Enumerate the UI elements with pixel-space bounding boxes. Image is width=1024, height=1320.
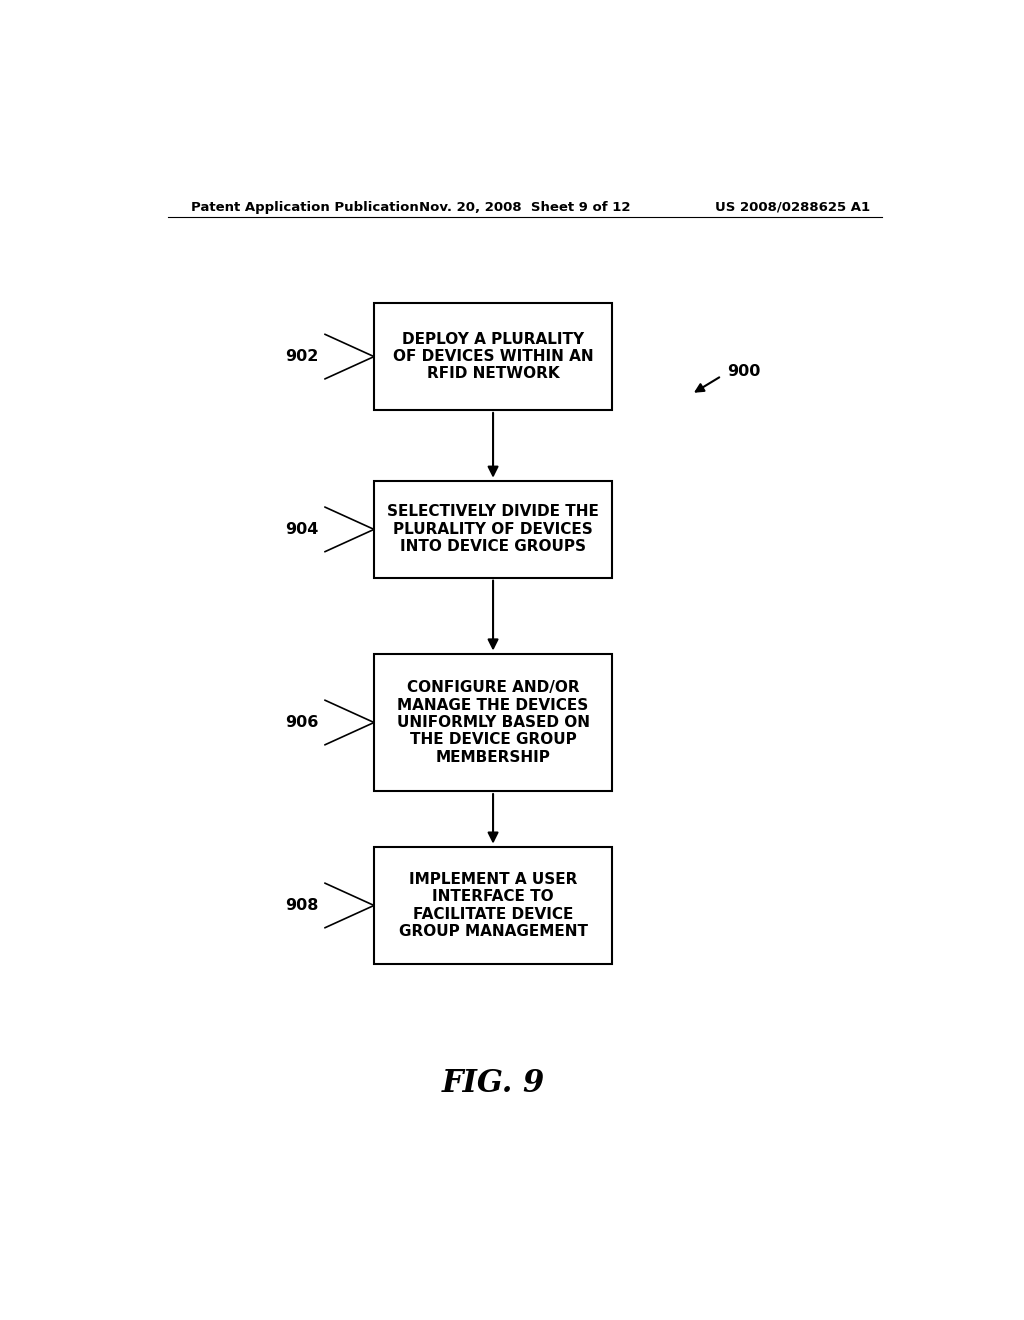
Text: SELECTIVELY DIVIDE THE
PLURALITY OF DEVICES
INTO DEVICE GROUPS: SELECTIVELY DIVIDE THE PLURALITY OF DEVI…	[387, 504, 599, 554]
Text: IMPLEMENT A USER
INTERFACE TO
FACILITATE DEVICE
GROUP MANAGEMENT: IMPLEMENT A USER INTERFACE TO FACILITATE…	[398, 871, 588, 939]
Text: 908: 908	[285, 898, 318, 913]
Text: US 2008/0288625 A1: US 2008/0288625 A1	[715, 201, 870, 214]
Text: CONFIGURE AND/OR
MANAGE THE DEVICES
UNIFORMLY BASED ON
THE DEVICE GROUP
MEMBERSH: CONFIGURE AND/OR MANAGE THE DEVICES UNIF…	[396, 680, 590, 764]
Text: DEPLOY A PLURALITY
OF DEVICES WITHIN AN
RFID NETWORK: DEPLOY A PLURALITY OF DEVICES WITHIN AN …	[393, 331, 593, 381]
Text: 904: 904	[285, 521, 318, 537]
Text: Nov. 20, 2008  Sheet 9 of 12: Nov. 20, 2008 Sheet 9 of 12	[419, 201, 631, 214]
Text: 900: 900	[727, 364, 761, 379]
Bar	[374, 480, 612, 578]
Text: 902: 902	[285, 348, 318, 364]
Text: FIG. 9: FIG. 9	[441, 1068, 545, 1098]
Text: 906: 906	[285, 715, 318, 730]
Bar	[374, 653, 612, 791]
Text: Patent Application Publication: Patent Application Publication	[191, 201, 419, 214]
Bar	[374, 304, 612, 411]
Bar	[374, 847, 612, 964]
